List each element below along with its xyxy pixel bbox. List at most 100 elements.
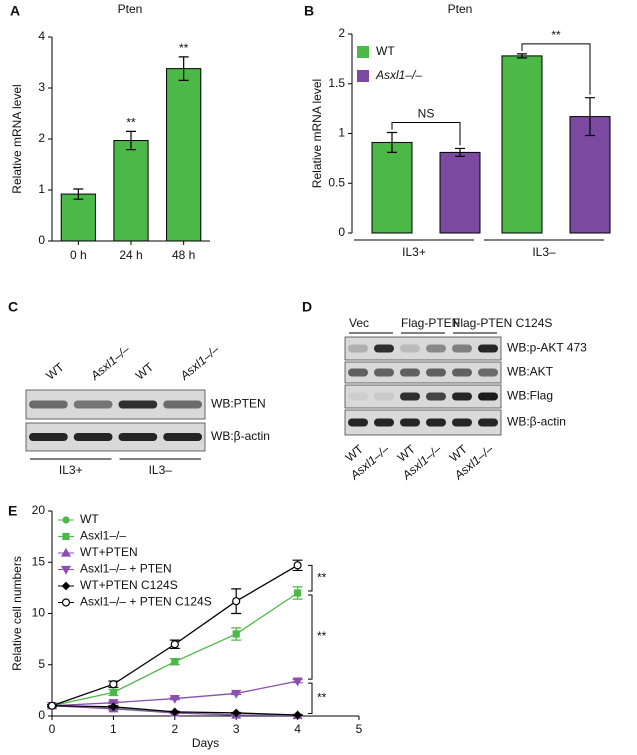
panel-letter: D [302, 299, 312, 315]
blot-band [452, 418, 472, 427]
legend-label: WT+PTEN C124S [80, 578, 178, 592]
blot-band [29, 433, 68, 441]
error-bar [585, 97, 595, 137]
error-bar [73, 188, 84, 200]
panel-letter: B [304, 3, 314, 19]
y-axis-label: Relative cell numbers [10, 556, 24, 671]
x-tick-label: 4 [294, 722, 301, 736]
x-axis-label: Days [192, 736, 219, 750]
panel-letter: A [10, 3, 20, 19]
marker [61, 581, 71, 591]
legend-label: Asxl1–/– [375, 68, 422, 82]
bar [439, 151, 481, 234]
blot-band [73, 400, 113, 409]
x-tick-label: 24 h [119, 248, 142, 262]
significance: ** [317, 570, 327, 584]
significance-bracket [308, 594, 313, 680]
blot-band [118, 400, 158, 409]
y-tick-label: 15 [32, 554, 46, 568]
marker [231, 708, 241, 718]
marker [170, 707, 180, 717]
y-tick-label: 0 [338, 225, 345, 239]
legend-label: Asxl1–/– [80, 529, 126, 543]
panel-letter: C [8, 299, 18, 315]
blot-band [374, 392, 394, 401]
y-tick-label: 4 [38, 29, 45, 43]
blot-band [348, 392, 368, 401]
error-bar [178, 56, 189, 81]
group-label: IL3– [149, 463, 173, 477]
marker [60, 547, 72, 557]
chart-title: Pten [448, 2, 473, 16]
blot-band [426, 344, 446, 353]
significance: NS [418, 107, 435, 121]
y-tick-label: 2 [338, 26, 345, 40]
x-tick-label: 1 [110, 722, 117, 736]
y-axis-label: Relative mRNA level [310, 79, 324, 188]
marker [293, 710, 302, 720]
marker [170, 640, 179, 649]
significance: ** [126, 116, 136, 130]
lane-label: WT [43, 360, 67, 383]
y-tick-label: 20 [32, 503, 46, 517]
blot-band [400, 392, 420, 401]
marker [232, 597, 241, 606]
blot-row-label: WB:β-actin [211, 429, 270, 443]
marker [292, 677, 303, 687]
blot-band [400, 418, 420, 427]
blot-band [452, 368, 472, 377]
blot-band [478, 418, 498, 427]
significance: ** [551, 28, 561, 42]
group-label: Flag-PTEN [401, 316, 460, 330]
group-label: Flag-PTEN C124S [453, 316, 552, 330]
legend-label: WT [80, 512, 99, 526]
y-tick-label: 1 [338, 126, 345, 140]
blot-row-label: WB:AKT [507, 365, 554, 379]
x-tick-label: 0 [49, 722, 56, 736]
marker [109, 680, 118, 689]
marker [109, 688, 118, 697]
legend-label: Asxl1–/– + PTEN C124S [80, 595, 212, 609]
blot-band [452, 392, 472, 401]
blot-band [374, 344, 394, 353]
blot-band [348, 344, 368, 353]
legend-label: WT [376, 44, 395, 58]
significance-bracket [308, 564, 313, 592]
x-tick-label: 48 h [172, 248, 195, 262]
group-label: Vec [349, 316, 369, 330]
bar [371, 141, 413, 234]
bar [113, 140, 149, 242]
significance-bracket [521, 43, 591, 95]
legend-label: WT+PTEN [80, 545, 138, 559]
y-tick-label: 1.5 [328, 76, 345, 90]
blot-band [478, 392, 498, 401]
legend-swatch [357, 70, 369, 82]
blot-band [426, 368, 446, 377]
marker [294, 589, 302, 597]
x-tick-label: IL3+ [402, 245, 426, 259]
blot-strip [344, 361, 502, 384]
panel-letter: E [8, 503, 17, 519]
significance: ** [317, 690, 327, 704]
marker [232, 630, 240, 638]
marker [62, 532, 70, 541]
lane-label: Asxl1–/– [177, 342, 222, 383]
blot-strip [344, 336, 502, 361]
blot-row-label: WB:Flag [507, 389, 553, 403]
chart-title: Pten [118, 2, 143, 16]
blot-band [400, 344, 420, 353]
x-tick-label: 3 [233, 722, 240, 736]
blot-row-label: WB:PTEN [211, 397, 266, 411]
blot-band [426, 418, 446, 427]
blot-band [478, 368, 498, 377]
x-tick-label: IL3– [532, 245, 556, 259]
blot-band [348, 418, 368, 427]
x-tick-label: 5 [356, 722, 363, 736]
y-tick-label: 3 [38, 80, 45, 94]
y-tick-label: 2 [38, 131, 45, 145]
blot-band [348, 368, 368, 377]
marker [61, 598, 71, 607]
error-bar [387, 131, 397, 154]
significance: ** [179, 41, 189, 55]
marker [171, 658, 179, 666]
